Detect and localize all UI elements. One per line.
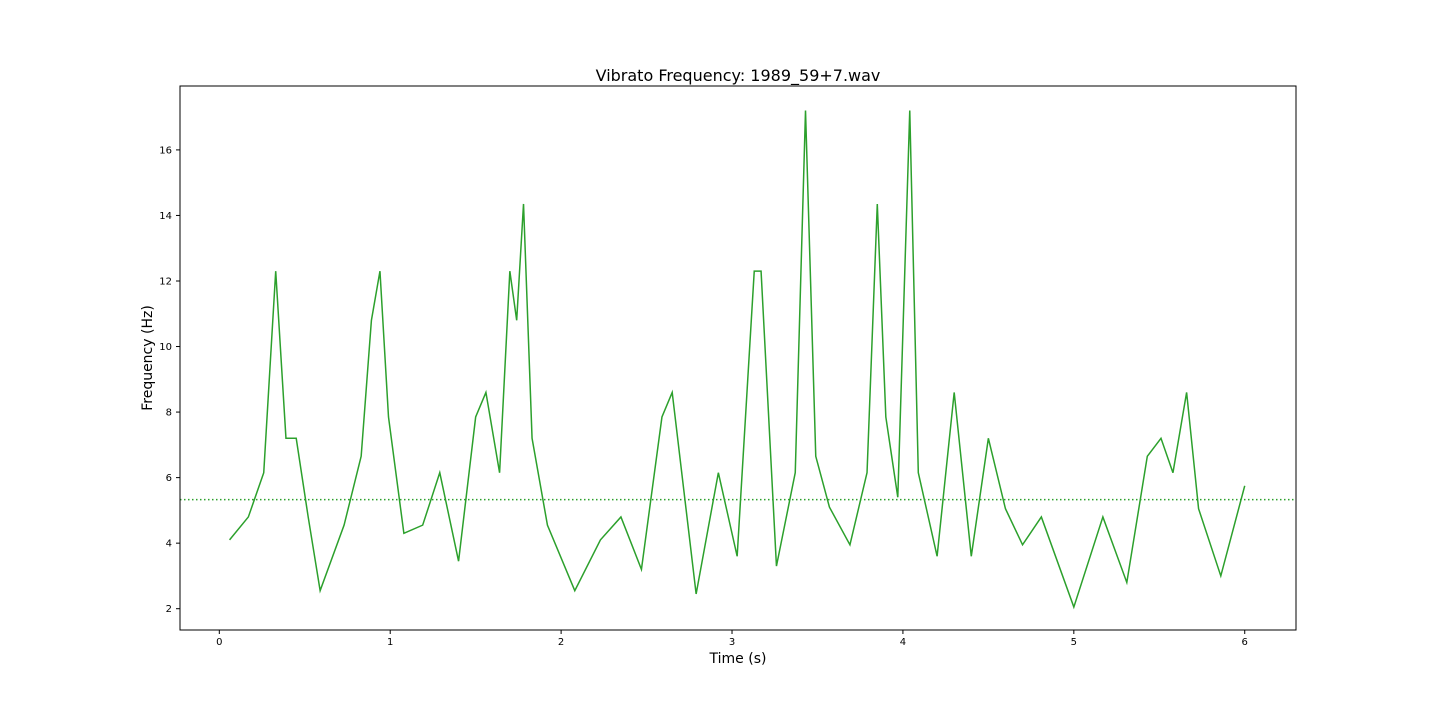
x-tick-label: 5 bbox=[1071, 637, 1077, 648]
y-tick-label: 6 bbox=[166, 473, 172, 484]
x-tick-label: 6 bbox=[1242, 637, 1248, 648]
x-axis-ticks: 0 1 2 3 4 5 6 bbox=[216, 630, 1248, 648]
y-tick-label: 12 bbox=[159, 276, 172, 287]
y-tick-label: 8 bbox=[166, 408, 172, 419]
x-tick-label: 4 bbox=[900, 637, 906, 648]
y-tick-label: 2 bbox=[166, 604, 172, 615]
y-axis-ticks: 2 4 6 8 10 12 14 16 bbox=[159, 145, 180, 615]
y-tick-label: 14 bbox=[159, 211, 172, 222]
y-axis-title: Frequency (Hz) bbox=[140, 305, 156, 411]
y-tick-label: 16 bbox=[159, 145, 172, 156]
y-tick-label: 4 bbox=[166, 539, 172, 550]
x-tick-label: 2 bbox=[558, 637, 564, 648]
plot-marks bbox=[180, 110, 1296, 610]
y-tick-label: 10 bbox=[159, 342, 172, 353]
frequency-series-line bbox=[228, 110, 1246, 610]
chart-title: Vibrato Frequency: 1989_59+7.wav bbox=[596, 66, 881, 86]
x-axis-title: Time (s) bbox=[709, 651, 767, 667]
x-tick-label: 0 bbox=[216, 637, 222, 648]
x-tick-label: 1 bbox=[387, 637, 393, 648]
plot-frame bbox=[179, 85, 1297, 631]
x-tick-label: 3 bbox=[729, 637, 735, 648]
